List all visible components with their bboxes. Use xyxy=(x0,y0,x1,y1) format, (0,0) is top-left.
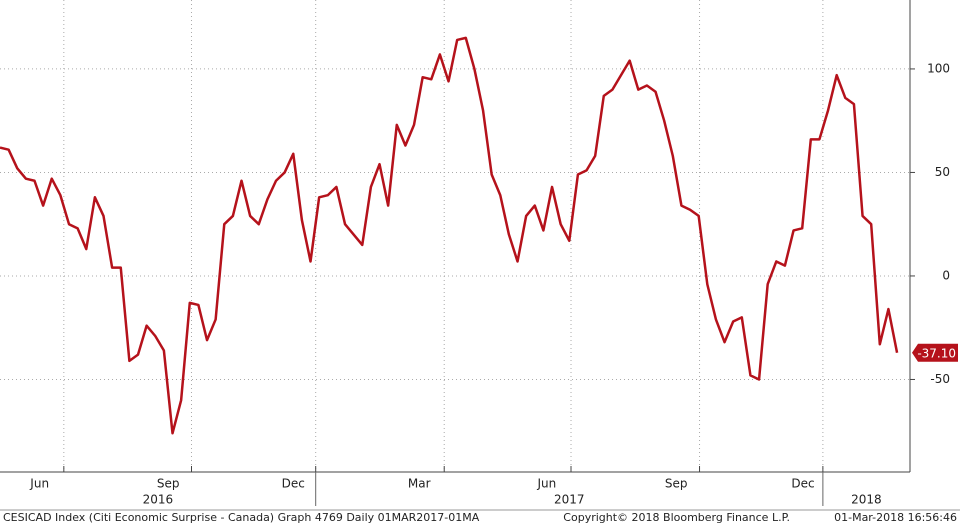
year-label: 2016 xyxy=(143,493,174,507)
year-label: 2018 xyxy=(851,493,882,507)
x-tick-label: Sep xyxy=(665,477,688,491)
y-tick-label: 100 xyxy=(927,61,950,75)
footer-left: CESICAD Index (Citi Economic Surprise - … xyxy=(3,511,480,524)
y-tick-label: -50 xyxy=(930,372,950,386)
last-value-box xyxy=(912,343,958,362)
x-tick-label: Jun xyxy=(536,477,556,491)
x-tick-label: Dec xyxy=(282,477,305,491)
year-label: 2017 xyxy=(554,493,585,507)
series-line xyxy=(0,36,899,435)
y-tick-label: 50 xyxy=(935,165,950,179)
footer-right: 01-Mar-2018 16:56:46 xyxy=(834,511,957,524)
last-value-label: -37.10 xyxy=(917,346,956,360)
x-tick-label: Mar xyxy=(408,477,431,491)
footer-center: Copyright© 2018 Bloomberg Finance L.P. xyxy=(563,511,790,524)
x-tick-label: Sep xyxy=(157,477,180,491)
x-tick-label: Dec xyxy=(791,477,814,491)
y-tick-label: 0 xyxy=(942,268,950,282)
x-tick-label: Jun xyxy=(29,477,49,491)
